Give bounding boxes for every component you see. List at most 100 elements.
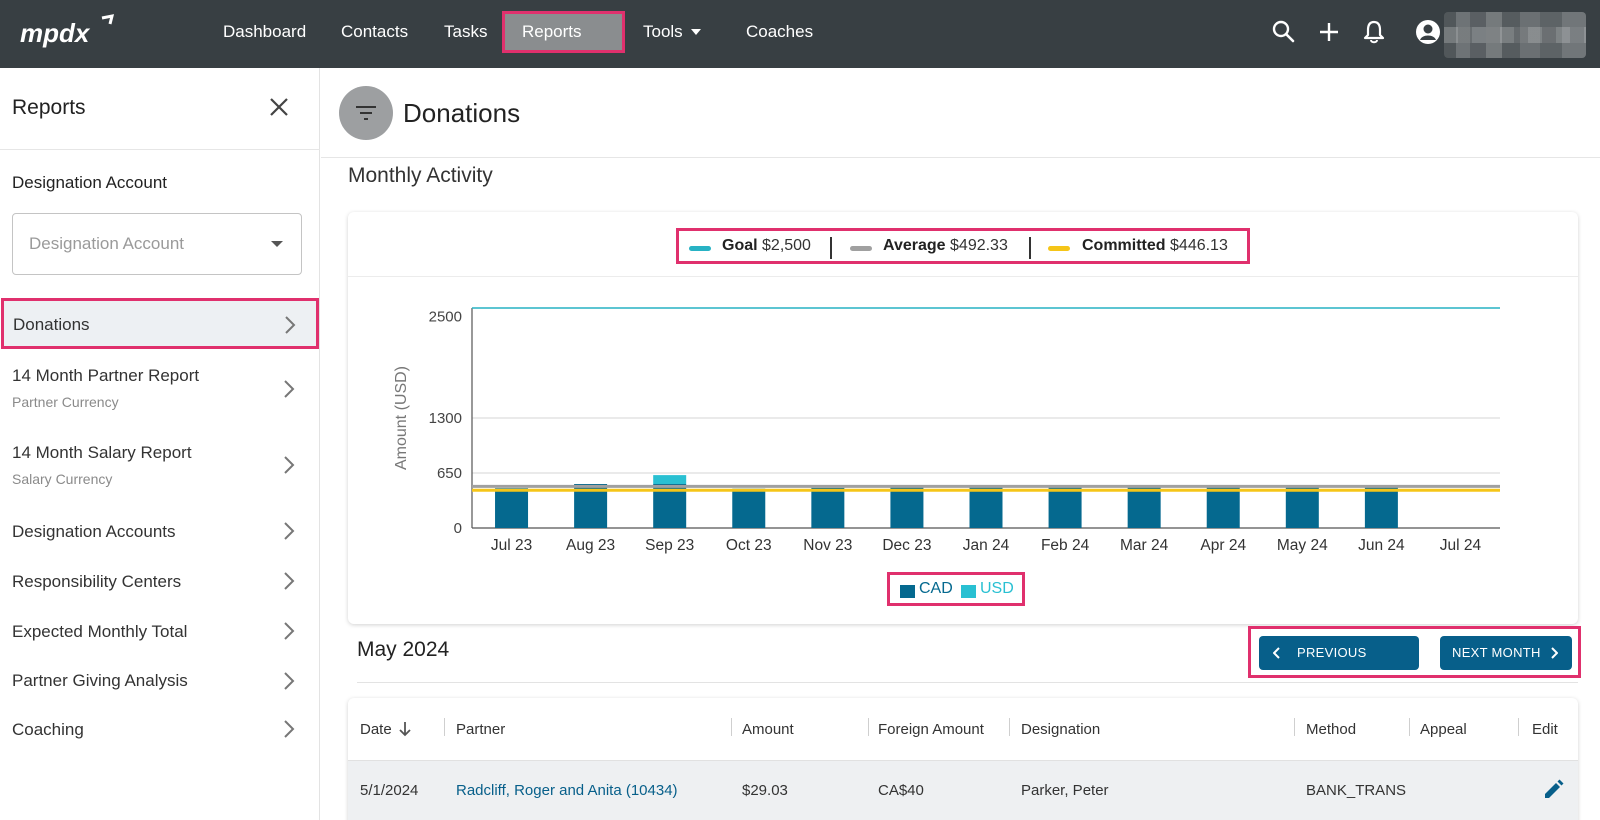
bar-cad: [1048, 487, 1082, 528]
filter-toggle-button[interactable]: [339, 86, 393, 140]
average-summary: Average $492.33: [883, 237, 1008, 255]
nav-tools[interactable]: Tools: [643, 0, 701, 68]
bell-icon[interactable]: [1360, 18, 1388, 46]
sidebar-item-label: Expected Monthly Total: [12, 622, 188, 641]
month-navigation: PREVIOUS MONTH NEXT MONTH: [1248, 626, 1581, 694]
sidebar-item-14-month-partner-report[interactable]: 14 Month Partner Report Partner Currency: [0, 358, 320, 426]
x-tick-label: Nov 23: [803, 537, 852, 554]
chevron-right-icon: [284, 380, 295, 398]
svg-text:mpdx: mpdx: [20, 18, 91, 48]
sidebar-item-label: 14 Month Partner Report: [12, 366, 200, 385]
designation-account-placeholder: Designation Account: [29, 234, 184, 253]
previous-month-button[interactable]: PREVIOUS MONTH: [1259, 636, 1419, 694]
current-month-title: May 2024: [357, 638, 450, 661]
caret-down-icon: [690, 28, 701, 35]
committed-label: Committed: [1082, 237, 1166, 254]
chevron-right-icon: [284, 572, 295, 590]
nav-dashboard[interactable]: Dashboard: [223, 22, 307, 41]
sidebar-item-coaching[interactable]: Coaching: [0, 706, 320, 752]
sidebar-item-14-month-salary-report[interactable]: 14 Month Salary Report Salary Currency: [0, 434, 320, 502]
bar-cad: [495, 488, 529, 528]
column-separator: [1294, 718, 1295, 736]
column-header-partner[interactable]: Partner: [456, 721, 506, 738]
column-separator: [1518, 718, 1519, 736]
legend-divider: [1029, 237, 1031, 259]
bar-cad: [1364, 487, 1398, 528]
nav-contacts[interactable]: Contacts: [341, 22, 409, 41]
bar-cad: [890, 487, 924, 528]
cell-foreign-amount: CA$40: [878, 782, 924, 799]
nav-reports-label: Reports: [522, 22, 582, 41]
bar-cad: [811, 487, 845, 528]
sidebar-item-partner-giving-analysis[interactable]: Partner Giving Analysis: [0, 658, 320, 704]
column-separator: [1009, 718, 1010, 736]
column-header-designation[interactable]: Designation: [1021, 721, 1101, 738]
x-tick-label: Jun 24: [1358, 537, 1405, 554]
donations-table: Date Partner Amount Foreign Amount Desig…: [348, 698, 1578, 820]
usd-swatch: [961, 585, 976, 598]
sidebar-item-sublabel: Partner Currency: [12, 394, 119, 410]
plus-icon[interactable]: [1315, 18, 1343, 46]
filter-icon: [356, 106, 376, 120]
column-header-foreign-amount[interactable]: Foreign Amount: [878, 721, 984, 738]
sidebar-item-responsibility-centers[interactable]: Responsibility Centers: [0, 558, 320, 604]
cell-method: BANK_TRANS: [1306, 782, 1407, 799]
cell-partner-link[interactable]: Radcliff, Roger and Anita (10434): [456, 782, 678, 799]
page-title: Donations: [403, 98, 521, 128]
next-month-label: NEXT MONTH: [1452, 645, 1541, 660]
column-header-date[interactable]: Date: [360, 721, 411, 738]
x-tick-label: May 24: [1277, 537, 1328, 554]
x-tick-label: Sep 23: [645, 537, 694, 554]
average-value: $492.33: [950, 237, 1008, 254]
designation-account-label: Designation Account: [12, 173, 167, 192]
user-name-redacted[interactable]: [1444, 12, 1586, 58]
top-navigation-bar: mpdx Dashboard Contacts Tasks Reports To…: [0, 0, 1600, 68]
bar-cad: [732, 488, 766, 528]
cell-date: 5/1/2024: [360, 782, 419, 799]
usd-legend-label[interactable]: USD: [980, 580, 1014, 597]
nav-reports[interactable]: Reports: [502, 11, 625, 53]
nav-coaches[interactable]: Coaches: [746, 22, 814, 41]
cad-legend-label[interactable]: CAD: [919, 580, 953, 597]
sidebar-item-expected-monthly-total[interactable]: Expected Monthly Total: [0, 608, 320, 654]
cell-amount: $29.03: [742, 782, 788, 799]
x-tick-label: Jul 23: [491, 537, 532, 554]
x-tick-label: Oct 23: [726, 537, 772, 554]
sidebar-item-designation-accounts[interactable]: Designation Accounts: [0, 508, 320, 554]
next-month-button[interactable]: NEXT MONTH: [1440, 636, 1572, 670]
y-tick-label: 650: [437, 465, 462, 482]
month-divider: [357, 682, 1578, 683]
nav-tasks[interactable]: Tasks: [444, 22, 488, 41]
chevron-left-icon: [1273, 647, 1280, 659]
column-header-edit: Edit: [1532, 721, 1558, 738]
goal-swatch: [689, 246, 711, 251]
column-separator: [1409, 718, 1410, 736]
designation-account-select[interactable]: Designation Account: [12, 213, 302, 275]
column-header-method[interactable]: Method: [1306, 721, 1357, 738]
chevron-right-icon: [284, 720, 295, 738]
y-tick-label: 0: [454, 520, 462, 537]
sort-arrow-down-icon[interactable]: [398, 721, 412, 737]
goal-summary: Goal $2,500: [722, 237, 811, 255]
sidebar-item-label: Partner Giving Analysis: [12, 671, 188, 690]
caret-down-icon: [271, 241, 283, 247]
committed-summary: Committed $446.13: [1082, 237, 1228, 255]
bar-usd: [653, 475, 687, 484]
search-icon[interactable]: [1270, 18, 1298, 46]
x-tick-label: Jul 24: [1440, 537, 1482, 554]
column-header-appeal[interactable]: Appeal: [1420, 721, 1467, 738]
section-title: Monthly Activity: [348, 164, 493, 187]
column-separator: [444, 718, 445, 736]
sidebar-item-label: Donations: [13, 315, 90, 334]
close-icon[interactable]: [266, 94, 292, 120]
table-row: 5/1/2024 Radcliff, Roger and Anita (1043…: [348, 760, 1578, 820]
chevron-right-icon: [284, 522, 295, 540]
account-circle-icon[interactable]: [1414, 18, 1442, 46]
mpdx-logo[interactable]: mpdx: [20, 14, 120, 50]
column-header-amount[interactable]: Amount: [742, 721, 794, 738]
goal-label: Goal: [722, 237, 758, 254]
column-separator: [868, 718, 869, 736]
edit-pencil-icon[interactable]: [1542, 779, 1564, 801]
sidebar-item-donations[interactable]: Donations: [1, 298, 319, 349]
bar-cad: [1206, 487, 1240, 528]
